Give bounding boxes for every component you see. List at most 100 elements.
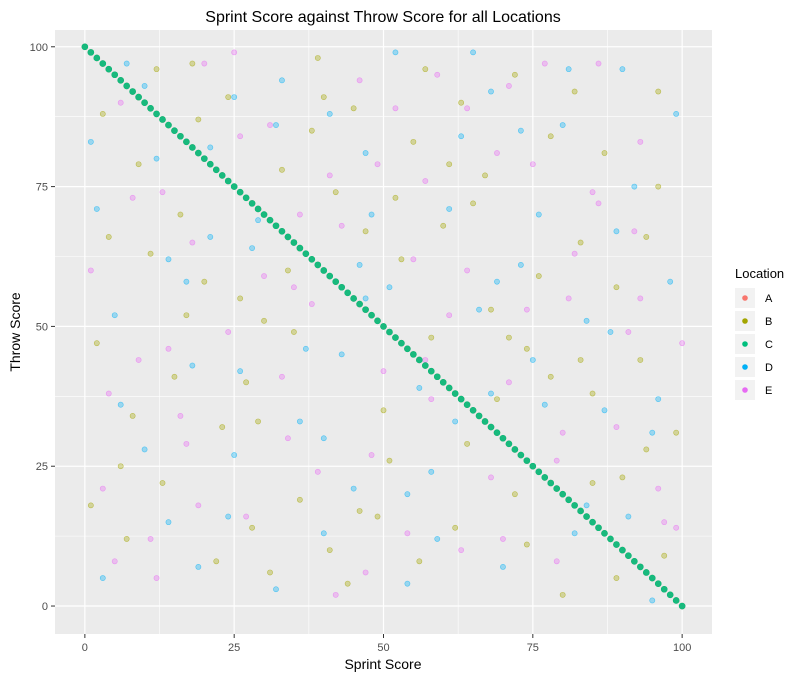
legend-label-c: C: [765, 339, 773, 351]
data-point-b: [314, 55, 321, 61]
y-tick-label: 75: [36, 182, 48, 194]
data-point-e: [655, 485, 662, 492]
data-point-e: [153, 575, 160, 581]
data-point-e: [296, 211, 303, 218]
data-point-c: [350, 295, 357, 302]
data-point-b: [470, 200, 476, 207]
data-point-c: [224, 177, 232, 185]
data-point-b: [320, 94, 327, 101]
data-point-e: [338, 222, 345, 229]
data-point-e: [285, 435, 291, 442]
data-point-e: [661, 519, 668, 526]
data-point-b: [410, 138, 417, 145]
data-point-c: [135, 93, 142, 101]
data-point-d: [470, 49, 476, 56]
data-point-c: [356, 300, 363, 308]
data-point-b: [243, 379, 250, 386]
data-point-b: [577, 239, 584, 246]
data-point-c: [637, 563, 644, 571]
data-point-c: [487, 423, 495, 431]
x-tick-label: 100: [673, 642, 691, 654]
legend-label-d: D: [765, 362, 773, 374]
data-point-d: [362, 295, 369, 302]
data-point-d: [338, 351, 345, 358]
data-point-d: [565, 66, 572, 73]
data-point-c: [654, 580, 662, 587]
data-point-e: [571, 250, 578, 257]
data-point-c: [266, 216, 274, 224]
data-point-e: [494, 150, 500, 156]
data-point-c: [410, 351, 417, 358]
data-point-c: [398, 339, 405, 347]
data-point-b: [291, 329, 297, 335]
data-point-c: [284, 233, 292, 241]
data-point-b: [99, 110, 106, 117]
data-point-e: [135, 357, 142, 363]
data-point-d: [111, 312, 118, 319]
data-point-c: [320, 267, 328, 274]
data-point-c: [660, 585, 668, 593]
data-point-c: [177, 132, 184, 140]
data-point-c: [206, 160, 214, 168]
data-point-d: [207, 234, 214, 240]
data-point-e: [243, 513, 250, 520]
data-point-b: [643, 234, 650, 240]
data-point-b: [613, 575, 620, 581]
data-point-b: [416, 558, 423, 565]
data-point-c: [529, 462, 537, 470]
data-point-e: [565, 295, 572, 302]
data-point-b: [356, 508, 363, 514]
data-point-e: [637, 295, 644, 302]
data-point-e: [368, 452, 375, 458]
data-point-d: [255, 217, 261, 224]
data-point-e: [422, 178, 429, 184]
data-point-b: [296, 496, 303, 503]
legend-marker-e: [742, 387, 748, 393]
data-point-c: [625, 552, 632, 560]
data-point-e: [404, 530, 411, 537]
data-point-e: [231, 49, 238, 56]
x-tick-label: 25: [228, 642, 240, 654]
data-point-c: [129, 88, 136, 95]
data-point-c: [218, 172, 226, 179]
grid-lines: [55, 30, 712, 634]
data-point-b: [129, 412, 136, 419]
data-point-e: [117, 99, 124, 106]
data-point-e: [679, 340, 686, 347]
data-point-c: [565, 496, 572, 504]
data-point-e: [159, 189, 166, 196]
data-point-e: [183, 440, 190, 447]
data-point-b: [655, 88, 662, 95]
data-point-c: [111, 71, 119, 79]
data-point-b: [237, 295, 244, 302]
legend-title: Location: [735, 266, 784, 281]
data-point-c: [159, 116, 166, 123]
data-point-e: [105, 390, 112, 397]
data-point-b: [506, 334, 512, 341]
data-point-d: [517, 127, 524, 134]
data-point-e: [99, 485, 106, 492]
data-point-e: [464, 105, 471, 112]
data-point-c: [171, 127, 178, 134]
data-point-c: [147, 104, 154, 112]
data-point-e: [523, 306, 530, 313]
data-point-c: [201, 155, 208, 162]
data-point-e: [374, 161, 381, 168]
data-point-c: [392, 334, 399, 341]
data-point-b: [249, 524, 255, 531]
data-point-d: [225, 513, 232, 520]
data-point-e: [189, 239, 196, 246]
data-point-c: [469, 406, 477, 414]
data-point-e: [589, 189, 596, 196]
data-point-e: [261, 273, 267, 279]
data-point-b: [571, 88, 578, 95]
data-point-e: [488, 474, 494, 481]
data-point-d: [141, 446, 148, 453]
data-point-d: [87, 138, 94, 145]
data-point-b: [201, 278, 208, 285]
data-point-d: [452, 418, 459, 425]
data-point-e: [500, 536, 506, 542]
data-point-e: [165, 345, 172, 352]
data-point-b: [661, 552, 668, 559]
data-point-d: [458, 133, 465, 140]
